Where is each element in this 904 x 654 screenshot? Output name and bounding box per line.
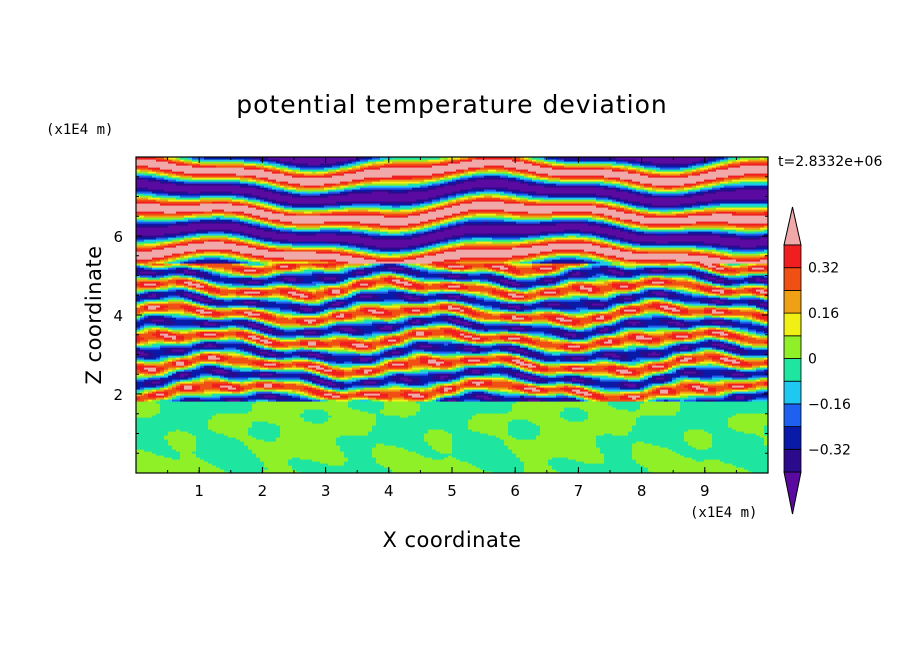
- colorbar-under-triangle: [783, 471, 802, 515]
- colorbar: 0.32 0.16 0 −0.16 −0.32: [783, 206, 851, 515]
- chart-title: potential temperature deviation: [236, 90, 667, 119]
- y-tick-label: 4: [113, 307, 123, 325]
- colorbar-segment: [783, 267, 802, 291]
- colorbar-tick-label: 0.16: [808, 306, 839, 322]
- x-unit-label: (x1E4 m): [690, 505, 757, 521]
- colorbar-tick-label: 0: [808, 352, 817, 368]
- colorbar-tick-label: −0.32: [808, 442, 851, 458]
- x-tick-label: 5: [447, 482, 457, 500]
- x-tick-label: 3: [321, 482, 331, 500]
- y-tick-label: 2: [113, 386, 123, 404]
- colorbar-segment: [783, 426, 802, 450]
- colorbar-segment: [783, 312, 802, 337]
- time-label: t=2.8332e+06: [778, 154, 882, 170]
- y-unit-label: (x1E4 m): [46, 122, 113, 138]
- x-tick-label: 4: [384, 482, 394, 500]
- colorbar-segment: [783, 448, 802, 473]
- colorbar-tick-label: −0.16: [808, 397, 851, 413]
- x-axis-label: X coordinate: [382, 528, 521, 552]
- x-tick-label: 8: [637, 482, 647, 500]
- heatmap-field: [136, 157, 768, 473]
- x-tick-label: 9: [700, 482, 710, 500]
- colorbar-over-triangle: [783, 206, 802, 246]
- x-axis: 1 2 3 4 5 6 7 8 9: [135, 157, 769, 500]
- y-axis: 2 4 6: [113, 156, 768, 474]
- x-tick-label: 1: [194, 482, 204, 500]
- x-tick-label: 2: [258, 482, 268, 500]
- colorbar-segment: [783, 244, 802, 269]
- colorbar-tick-label: 0.32: [808, 261, 839, 277]
- colorbar-segment: [783, 289, 802, 314]
- colorbar-segment: [783, 380, 802, 405]
- colorbar-segment: [783, 403, 802, 427]
- y-axis-label: Z coordinate: [82, 245, 106, 384]
- y-tick-label: 6: [113, 228, 123, 246]
- colorbar-segment: [783, 335, 802, 359]
- x-tick-label: 7: [574, 482, 584, 500]
- x-tick-label: 6: [510, 482, 520, 500]
- colorbar-segment: [783, 358, 802, 382]
